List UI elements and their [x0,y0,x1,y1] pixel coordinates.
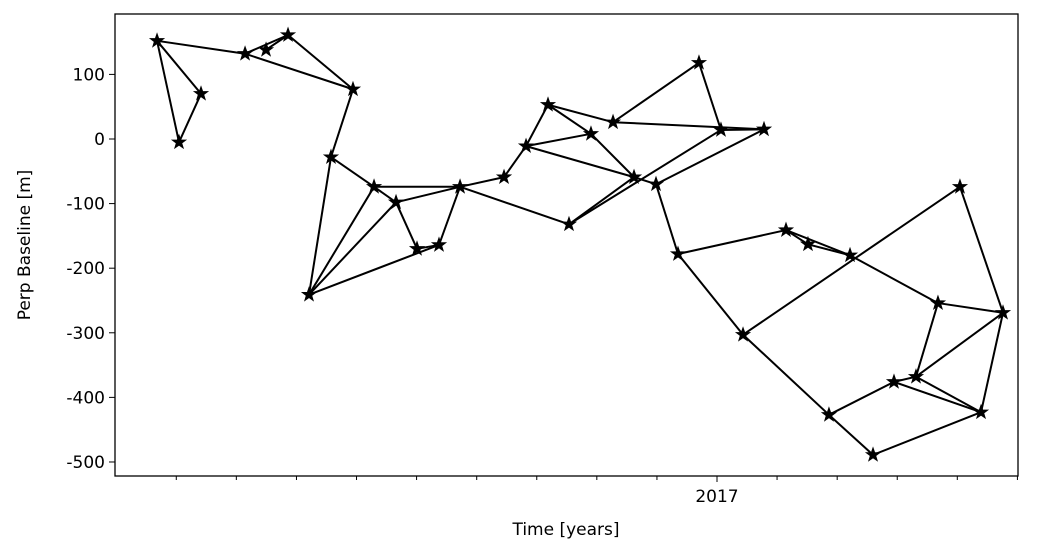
edge [742,333,830,416]
y-tick-label: -200 [66,259,105,279]
y-tick-label: -500 [66,453,105,473]
y-tick-label: 0 [94,130,105,150]
y-tick-label: 100 [73,65,105,85]
edge [547,103,592,135]
edge [438,186,461,246]
node-marker [885,373,903,389]
edge [915,375,982,414]
node-marker [322,148,340,164]
node-marker [170,133,188,150]
node-marker [517,137,535,153]
edge [525,145,635,179]
node-marker [365,178,383,194]
node-marker [690,54,708,70]
node-marker [430,236,448,252]
y-tick-label: -400 [66,388,105,408]
edge [849,254,939,304]
edge [893,380,982,414]
edge [655,183,679,255]
edge [547,103,614,124]
node-marker [864,446,882,462]
node-marker [625,168,643,185]
y-tick-label: -300 [66,324,105,344]
edge [937,302,1004,314]
node-marker [972,403,990,420]
node-marker [777,221,795,237]
node-marker [734,326,752,342]
y-tick-label: -100 [66,195,105,215]
edge [459,185,570,226]
node-marker [560,215,578,232]
node-marker [236,45,254,61]
edge [330,156,375,188]
node-marker [300,286,318,302]
edge [178,93,202,143]
node-marker [192,85,210,101]
node-marker [387,193,405,210]
edge [287,34,354,91]
x-tick-label: 2017 [695,487,738,507]
edge [308,244,440,296]
node-marker [929,294,947,310]
node-marker [799,235,817,252]
node-marker [279,26,297,42]
edge [156,40,202,95]
node-marker [712,121,730,137]
edge [959,186,1004,314]
edge [612,61,700,124]
edge [698,62,722,131]
plot-frame [114,13,1019,477]
node-marker [841,246,859,263]
edge [915,311,1004,378]
node-marker [669,245,687,261]
node-marker [647,175,665,192]
node-marker [257,41,275,57]
edge [156,39,246,55]
edge [828,380,895,416]
edge [395,185,461,204]
edge [308,186,375,296]
edge [742,185,961,336]
edge [655,128,765,186]
edge [308,201,397,296]
node-marker [951,178,969,194]
edge [677,253,744,336]
y-axis-label: Perp Baseline [m] [15,170,35,321]
node-marker [755,120,773,137]
edge [156,40,180,143]
edge [720,128,765,131]
edge [785,229,851,257]
edge [244,52,354,91]
edge [330,88,354,158]
node-marker [148,32,166,48]
node-marker [582,125,600,141]
node-marker [344,80,362,97]
edge [395,201,418,250]
edge [915,302,939,378]
edge [872,411,982,456]
edge [677,229,787,255]
edge [568,129,722,226]
node-marker [495,168,513,185]
edge [308,156,332,295]
edge [459,176,505,188]
node-marker [604,113,622,130]
node-marker [994,304,1012,320]
node-marker [820,406,838,422]
edge [590,133,635,178]
edge [828,414,874,456]
x-axis-label: Time [years] [511,520,619,540]
edge [525,104,549,147]
node-marker [907,368,925,384]
edge [612,121,765,131]
edge [980,312,1004,413]
node-marker [539,96,557,112]
edge [525,132,592,148]
node-marker [451,178,469,194]
node-marker [408,240,426,256]
